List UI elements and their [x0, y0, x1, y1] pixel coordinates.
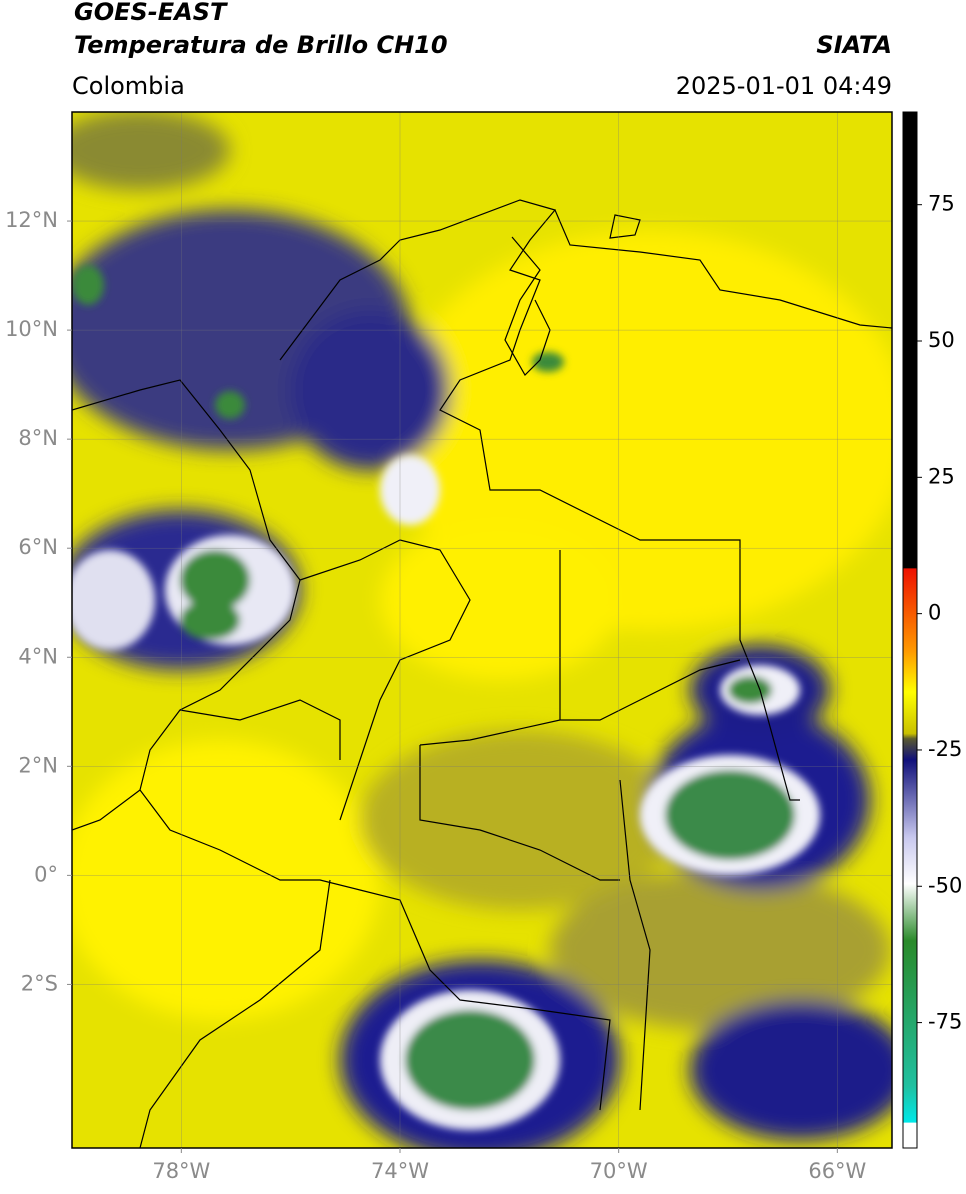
- x-tick-label: 70°W: [590, 1159, 648, 1183]
- subtitle: Temperatura de Brillo CH10: [74, 31, 448, 59]
- colorbar-tick-label: 75: [928, 192, 955, 216]
- colorbar-tick-label: -50: [928, 873, 962, 897]
- x-tick-label: 66°W: [808, 1159, 866, 1183]
- datetime: 2025-01-01 04:49: [676, 72, 892, 100]
- colorbar-tick-label: 25: [928, 464, 955, 488]
- y-tick-label: 6°N: [18, 535, 58, 559]
- y-tick-label: 8°N: [18, 426, 58, 450]
- y-tick-label: 10°N: [5, 317, 58, 341]
- colorbar-tick-label: -75: [928, 1010, 962, 1034]
- region: Colombia: [72, 72, 185, 100]
- y-tick-label: 12°N: [5, 208, 58, 232]
- title: GOES-EAST: [74, 0, 228, 26]
- satellite-image: [72, 112, 892, 1148]
- colorbar-tick-label: -25: [928, 737, 962, 761]
- colorbar-tick-label: 50: [928, 328, 955, 352]
- y-tick-label: 2°N: [18, 753, 58, 777]
- borders: [72, 199, 892, 1148]
- colorbar: [902, 111, 918, 1149]
- y-tick-label: 0°: [34, 862, 58, 886]
- colorbar-tick-label: 0: [928, 601, 941, 625]
- map-frame: [71, 111, 893, 1149]
- y-tick-label: 2°S: [21, 971, 58, 995]
- x-tick-label: 74°W: [371, 1159, 429, 1183]
- y-tick-label: 4°N: [18, 644, 58, 668]
- source: SIATA: [816, 31, 892, 59]
- x-tick-label: 78°W: [152, 1159, 210, 1183]
